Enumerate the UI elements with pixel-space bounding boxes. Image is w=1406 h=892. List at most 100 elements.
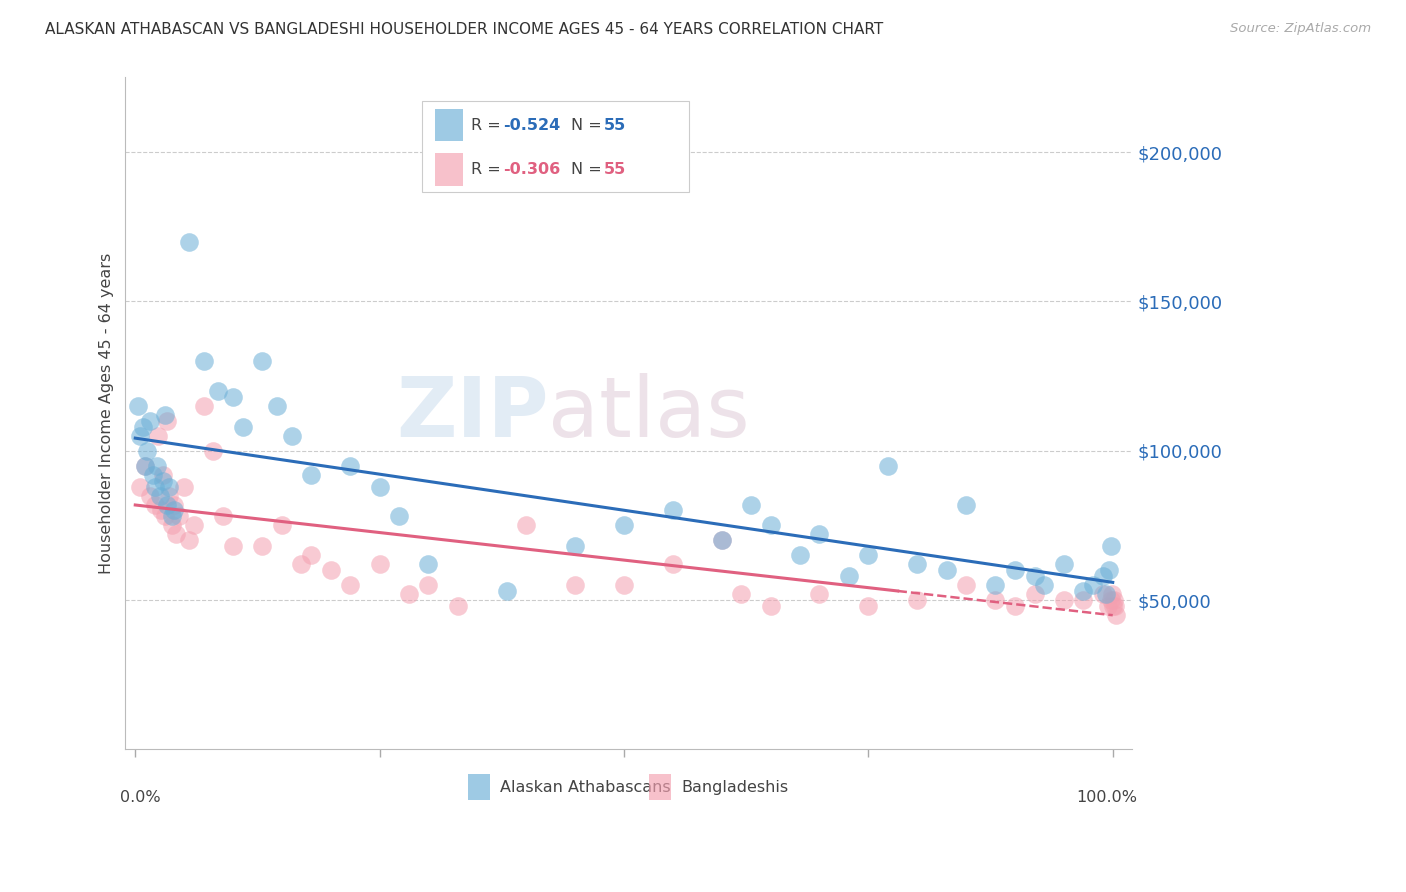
Point xyxy=(142,467,165,482)
Point xyxy=(152,467,174,482)
Text: -0.306: -0.306 xyxy=(503,162,560,177)
Point xyxy=(1095,587,1118,601)
Text: 0.0%: 0.0% xyxy=(121,789,162,805)
FancyBboxPatch shape xyxy=(434,153,463,186)
Point xyxy=(159,480,181,494)
Point xyxy=(613,518,636,533)
Point xyxy=(1004,599,1026,613)
Point xyxy=(935,563,957,577)
Point xyxy=(149,503,172,517)
Point xyxy=(984,578,1007,592)
Point xyxy=(877,458,900,473)
Point xyxy=(564,539,586,553)
Point xyxy=(662,503,685,517)
Point xyxy=(159,489,181,503)
Point xyxy=(613,578,636,592)
Point xyxy=(1083,578,1105,592)
Point xyxy=(730,587,752,601)
Text: ZIP: ZIP xyxy=(396,373,548,454)
Point xyxy=(789,549,811,563)
Point xyxy=(193,354,215,368)
Point xyxy=(1105,607,1128,622)
Point xyxy=(165,527,187,541)
Point xyxy=(1104,599,1126,613)
Point xyxy=(193,399,215,413)
Point xyxy=(388,509,411,524)
Point xyxy=(252,539,274,553)
Point xyxy=(1091,569,1114,583)
Point xyxy=(222,390,245,404)
Point xyxy=(143,480,166,494)
Point xyxy=(1033,578,1056,592)
Point xyxy=(270,518,292,533)
Point xyxy=(177,533,200,548)
Point xyxy=(163,498,186,512)
Point xyxy=(808,587,831,601)
Point xyxy=(134,458,156,473)
Text: atlas: atlas xyxy=(548,373,749,454)
FancyBboxPatch shape xyxy=(422,101,689,192)
Text: Source: ZipAtlas.com: Source: ZipAtlas.com xyxy=(1230,22,1371,36)
Point xyxy=(905,558,928,572)
Point xyxy=(1073,593,1095,607)
Point xyxy=(212,509,235,524)
Point xyxy=(1097,599,1119,613)
Point xyxy=(515,518,537,533)
FancyBboxPatch shape xyxy=(650,774,671,800)
Point xyxy=(1073,584,1095,599)
Point xyxy=(202,443,225,458)
Point xyxy=(1099,539,1122,553)
Text: Alaskan Athabascans: Alaskan Athabascans xyxy=(501,780,671,795)
Point xyxy=(266,399,288,413)
Point xyxy=(207,384,229,398)
Point xyxy=(447,599,470,613)
Y-axis label: Householder Income Ages 45 - 64 years: Householder Income Ages 45 - 64 years xyxy=(100,252,114,574)
Point xyxy=(290,558,312,572)
Point xyxy=(167,509,190,524)
Point xyxy=(905,593,928,607)
Point xyxy=(145,458,167,473)
Point xyxy=(759,518,782,533)
Point xyxy=(1024,569,1046,583)
Point xyxy=(319,563,342,577)
Point xyxy=(153,408,176,422)
Point xyxy=(858,599,880,613)
Text: 55: 55 xyxy=(603,118,626,133)
Point xyxy=(143,498,166,512)
Point xyxy=(132,420,155,434)
Point xyxy=(127,399,149,413)
Point xyxy=(149,489,172,503)
Point xyxy=(808,527,831,541)
FancyBboxPatch shape xyxy=(434,109,463,141)
Text: R =: R = xyxy=(471,118,506,133)
Point xyxy=(564,578,586,592)
Point xyxy=(984,593,1007,607)
Point xyxy=(153,509,176,524)
Point xyxy=(183,518,205,533)
Point xyxy=(280,429,302,443)
Text: N =: N = xyxy=(571,162,607,177)
Point xyxy=(339,578,361,592)
Point xyxy=(858,549,880,563)
Point xyxy=(162,518,184,533)
Point xyxy=(155,498,177,512)
Point xyxy=(710,533,733,548)
Point xyxy=(955,498,977,512)
Text: R =: R = xyxy=(471,162,506,177)
Text: ALASKAN ATHABASCAN VS BANGLADESHI HOUSEHOLDER INCOME AGES 45 - 64 YEARS CORRELAT: ALASKAN ATHABASCAN VS BANGLADESHI HOUSEH… xyxy=(45,22,883,37)
Text: N =: N = xyxy=(571,118,607,133)
Point xyxy=(1053,558,1076,572)
Point xyxy=(173,480,195,494)
Point xyxy=(299,467,322,482)
Point xyxy=(299,549,322,563)
Point xyxy=(146,429,169,443)
Point xyxy=(1004,563,1026,577)
Point xyxy=(418,558,440,572)
Point xyxy=(134,458,156,473)
Point xyxy=(129,429,152,443)
Point xyxy=(152,474,174,488)
Point xyxy=(1099,593,1122,607)
Point xyxy=(162,509,184,524)
Point xyxy=(1024,587,1046,601)
Point xyxy=(252,354,274,368)
